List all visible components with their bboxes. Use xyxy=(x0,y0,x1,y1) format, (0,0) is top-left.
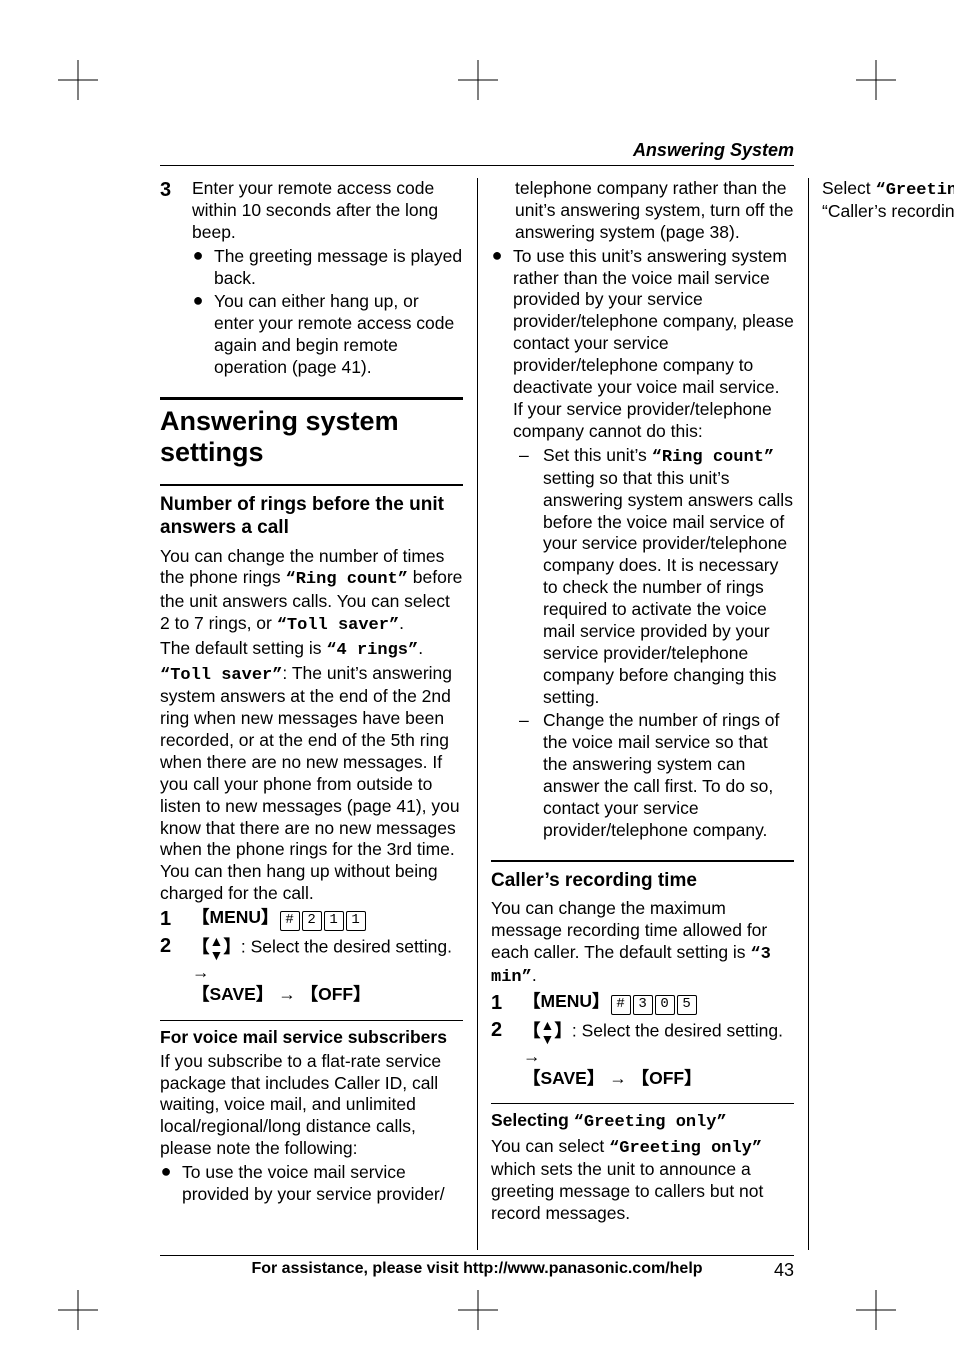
body-text: : Select the desired setting. xyxy=(572,1020,783,1040)
body-text: which sets the unit to announce a greeti… xyxy=(491,1159,763,1223)
crop-mark-tl xyxy=(58,60,98,100)
key-digit: 5 xyxy=(677,995,697,1015)
key-digit: 0 xyxy=(655,995,675,1015)
body-bullet: To use this unit’s answering system rath… xyxy=(513,246,794,397)
step-body: 【MENU】#211 xyxy=(192,907,463,932)
menu-button-label: MENU xyxy=(210,907,262,927)
body-text: . xyxy=(532,965,537,985)
page-header: Answering System xyxy=(160,140,794,166)
body-text: Selecting xyxy=(491,1110,574,1130)
body-text: . xyxy=(418,638,423,658)
subsection-divider xyxy=(491,860,794,862)
body-text: : Select the desired setting. xyxy=(241,937,452,957)
step-number: 2 xyxy=(160,934,178,1006)
body-text: : The unit’s answering system answers at… xyxy=(160,663,460,903)
body-text: Select xyxy=(822,178,876,198)
body-text: . xyxy=(399,613,404,633)
crop-mark-tc xyxy=(458,60,498,100)
step-body: 【MENU】#305 xyxy=(523,991,794,1016)
setting-name: “Greeting only” xyxy=(574,1113,727,1132)
dash-icon: – xyxy=(519,445,533,709)
step-body: 【▲▼】: Select the desired setting. → 【SAV… xyxy=(192,934,463,1006)
body-text: You can select xyxy=(491,1136,609,1156)
body-dash: Change the number of rings of the voice … xyxy=(543,710,794,841)
subsection-divider xyxy=(160,484,463,486)
step-body: 【▲▼】: Select the desired setting. → 【SAV… xyxy=(523,1018,794,1090)
minor-divider xyxy=(491,1103,794,1104)
save-button-label: SAVE xyxy=(541,1068,587,1088)
body-dash: Set this unit’s “Ring count” setting so … xyxy=(543,445,794,709)
setting-name: “Ring count” xyxy=(652,448,774,467)
crop-mark-br xyxy=(856,1290,896,1330)
subsection-heading: Number of rings before the unit answers … xyxy=(160,494,463,540)
step-bullet: The greeting message is played back. xyxy=(214,246,463,290)
crop-mark-bl xyxy=(58,1290,98,1330)
page-footer: For assistance, please visit http://www.… xyxy=(160,1255,794,1278)
step-number: 2 xyxy=(491,1018,509,1090)
body-text: Set this unit’s xyxy=(543,445,652,465)
off-button-label: OFF xyxy=(318,984,353,1004)
minor-heading: For voice mail service subscribers xyxy=(160,1027,447,1047)
bullet-icon: ● xyxy=(491,246,503,844)
off-button-label: OFF xyxy=(649,1068,684,1088)
setting-name: “Greeting only” xyxy=(876,181,954,200)
page-number: 43 xyxy=(774,1260,794,1281)
page-content: 3 Enter your remote access code within 1… xyxy=(160,178,794,1250)
menu-button-label: MENU xyxy=(541,991,593,1011)
section-divider xyxy=(160,397,463,400)
key-digit: 1 xyxy=(324,911,344,931)
minor-heading: Selecting “Greeting only” xyxy=(491,1110,794,1133)
footer-text: For assistance, please visit http://www.… xyxy=(251,1260,702,1278)
key-digit: 2 xyxy=(302,911,322,931)
step-number: 1 xyxy=(160,907,178,932)
key-digit: 3 xyxy=(633,995,653,1015)
body-paragraph: You can change the number of times the p… xyxy=(160,546,463,636)
key-digit: 1 xyxy=(346,911,366,931)
setting-name: “Greeting only” xyxy=(609,1139,762,1158)
body-paragraph: You can select “Greeting only” which set… xyxy=(491,1136,794,1225)
body-text: You can change the maximum message recor… xyxy=(491,898,767,962)
step-number: 1 xyxy=(491,991,509,1016)
minor-divider xyxy=(160,1020,463,1021)
body-text: The default setting is xyxy=(160,638,326,658)
body-paragraph: The default setting is “4 rings”. xyxy=(160,638,463,661)
subsection-heading: Caller’s recording time xyxy=(491,870,794,893)
step-text: Enter your remote access code within 10 … xyxy=(192,178,438,242)
step-number: 3 xyxy=(160,178,178,381)
body-paragraph: “Toll saver”: The unit’s answering syste… xyxy=(160,663,463,905)
dash-icon: – xyxy=(519,710,533,841)
crop-mark-tr xyxy=(856,60,896,100)
bullet-icon: ● xyxy=(192,291,204,379)
save-button-label: SAVE xyxy=(210,984,256,1004)
setting-value: “4 rings” xyxy=(326,641,418,660)
nav-updown-icon: ▲▼ xyxy=(210,934,224,962)
body-paragraph: Select “Greeting only” in step 2 on “Cal… xyxy=(822,178,954,223)
key-hash: # xyxy=(611,995,631,1015)
setting-name: “Ring count” xyxy=(286,570,408,589)
body-text: setting so that this unit’s answering sy… xyxy=(543,468,793,707)
body-bullet: If your service provider/telephone compa… xyxy=(513,399,772,441)
step-bullet: You can either hang up, or enter your re… xyxy=(214,291,463,379)
setting-name: “Toll saver” xyxy=(277,616,399,635)
key-hash: # xyxy=(280,911,300,931)
body-paragraph: telephone company rather than the unit’s… xyxy=(515,178,794,244)
body-paragraph: You can change the maximum message recor… xyxy=(491,898,794,988)
nav-updown-icon: ▲▼ xyxy=(541,1018,555,1046)
crop-mark-bc xyxy=(458,1290,498,1330)
section-heading: Answering system settings xyxy=(160,406,463,468)
bullet-icon: ● xyxy=(192,246,204,290)
body-paragraph: If you subscribe to a flat-rate service … xyxy=(160,1051,463,1160)
setting-name: “Toll saver” xyxy=(160,666,282,685)
body-bullet: To use the voice mail service provided b… xyxy=(182,1162,463,1206)
bullet-icon: ● xyxy=(160,1162,172,1206)
page-section-title: Answering System xyxy=(633,140,794,160)
